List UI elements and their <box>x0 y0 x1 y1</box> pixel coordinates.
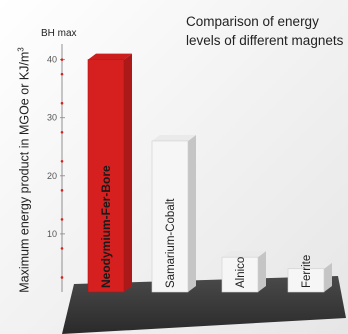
bar-top <box>88 53 132 60</box>
axis-marker <box>60 130 64 134</box>
y-axis-label-text: Maximum energy product in MGOe or KJ/m <box>17 51 32 293</box>
bar-group: Ferrite <box>287 255 332 293</box>
bar-side <box>324 262 332 292</box>
y-tick-label: 10 <box>47 229 57 239</box>
axis-marker <box>60 189 64 192</box>
bar-side <box>258 251 266 292</box>
bar-side <box>124 53 132 292</box>
y-axis-max-label: BH max <box>41 28 77 39</box>
axis-marker <box>60 247 64 250</box>
y-tick-label: 20 <box>47 171 57 181</box>
bar-group: Samarium-Cobalt <box>151 134 196 293</box>
y-tick-label: 30 <box>47 113 57 123</box>
axis-marker <box>60 72 64 76</box>
bar <box>287 268 325 293</box>
axis-marker <box>60 276 64 279</box>
bar-top <box>288 262 332 269</box>
bar-label: Neodymium-Fer-Bore <box>99 165 113 288</box>
y-axis-label-superscript: 3 <box>16 47 26 52</box>
y-tick-label: 40 <box>47 55 57 65</box>
bar <box>87 59 125 293</box>
bar-label: Ferrite <box>301 255 313 288</box>
bar-label: Alnico <box>235 257 247 288</box>
axis-marker <box>60 101 64 105</box>
axis-marker <box>60 159 64 163</box>
chart-title-line-2: levels of different magnets <box>186 33 344 48</box>
bar-group: Alnico <box>221 251 266 293</box>
bar-side <box>188 134 196 292</box>
bar-top <box>222 251 266 258</box>
chart-floor <box>62 276 346 334</box>
axis-marker <box>60 218 64 221</box>
chart-title-line-1: Comparison of energy <box>186 14 319 29</box>
bar <box>151 140 189 293</box>
y-axis-label: Maximum energy product in MGOe or KJ/m3 <box>16 47 31 293</box>
bar <box>221 256 259 293</box>
bar-top <box>152 134 196 141</box>
axis-marker <box>60 58 64 61</box>
chart-title: Comparison of energy levels of different… <box>186 12 343 50</box>
bar-label: Samarium-Cobalt <box>165 198 177 288</box>
bar-group: Neodymium-Fer-Bore <box>87 53 132 293</box>
